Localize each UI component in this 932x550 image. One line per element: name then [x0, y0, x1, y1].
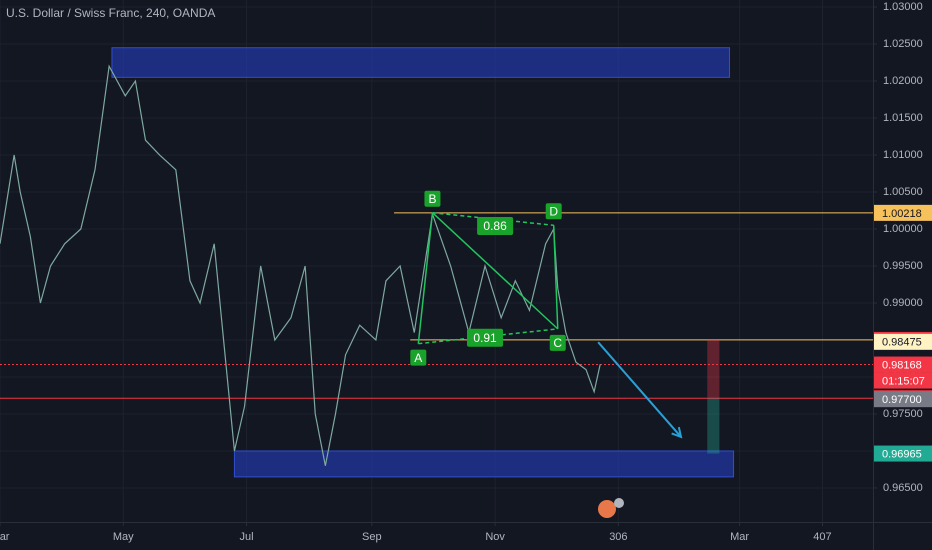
pattern-label: A [414, 351, 422, 365]
pattern-leg [432, 211, 554, 227]
pattern-leg [552, 225, 559, 329]
y-tick-label: 1.02500 [883, 38, 923, 50]
arrow [597, 341, 682, 438]
stop-zone [707, 339, 720, 399]
y-tick-label: 1.03000 [883, 1, 923, 13]
y-tick-label: 1.01000 [883, 149, 923, 161]
target-zone [707, 398, 720, 454]
x-tick-label: Nov [485, 531, 505, 543]
grid [0, 0, 873, 522]
ratio-box [477, 217, 514, 236]
arrow-head [671, 426, 683, 439]
y-tick-label: 1.02000 [883, 75, 923, 87]
icon [598, 498, 624, 518]
x-tick-label: May [113, 531, 134, 543]
price-line [0, 64, 601, 466]
pattern-leg [431, 212, 559, 330]
price-badge [874, 391, 932, 408]
price-badge-label: 0.98475 [882, 337, 922, 349]
pattern-label: B [428, 192, 436, 206]
plot [0, 47, 873, 478]
y-tick-label: 1.00500 [883, 186, 923, 198]
ratio-label: 0.86 [483, 219, 507, 233]
x-tick-label: Jul [240, 531, 254, 543]
pattern-point [549, 334, 566, 351]
price-badge-label: 0.98168 [882, 359, 922, 371]
y-tick-label: 1.01500 [883, 112, 923, 124]
countdown-label: 01:15:07 [882, 375, 925, 387]
y-tick-label: 1.00000 [883, 223, 923, 235]
ratio-box [467, 328, 503, 347]
price-badge-label: 1.00218 [882, 208, 922, 220]
price-badge [874, 445, 932, 462]
price-badge-label: 0.97700 [882, 394, 922, 406]
y-tick-label: 0.97500 [883, 408, 923, 420]
price-badge [874, 333, 932, 350]
y-tick-label: 0.96500 [883, 482, 923, 494]
price-badge [874, 204, 932, 221]
x-tick-label: Mar [0, 531, 10, 543]
pattern-leg [417, 212, 434, 344]
price-badge [874, 356, 932, 373]
y-tick-label: 0.99500 [883, 260, 923, 272]
pattern-label: C [553, 336, 562, 350]
ratio-label: 0.91 [473, 331, 497, 345]
pattern-point [545, 203, 562, 220]
zone [233, 450, 735, 478]
pattern-point [424, 190, 441, 207]
pattern-label: D [549, 204, 558, 218]
x-tick-label: Mar [730, 531, 749, 543]
x-tick-label: 306 [609, 531, 627, 543]
pattern-point [410, 349, 427, 366]
chart-title: U.S. Dollar / Swiss Franc, 240, OANDA [6, 6, 215, 20]
y-tick-label: 0.99000 [883, 297, 923, 309]
x-tick-label: Sep [362, 531, 382, 543]
countdown-badge [874, 372, 932, 389]
zone [111, 47, 731, 78]
price-badge-label: 0.96965 [882, 448, 922, 460]
x-tick-label: 407 [813, 531, 831, 543]
